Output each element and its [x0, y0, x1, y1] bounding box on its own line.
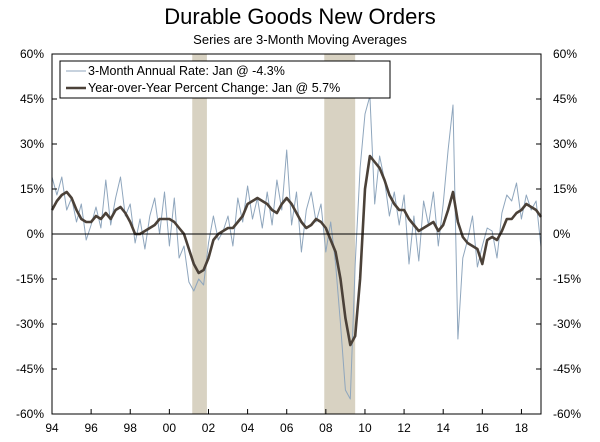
y-tick-label-left-5: 15% [20, 182, 44, 196]
series-lines [50, 95, 543, 400]
x-tick-label-9: 12 [397, 421, 411, 435]
y-tick-label-left-1: -45% [16, 362, 44, 376]
legend-box [59, 60, 391, 99]
axes [51, 53, 542, 415]
y-tick-label-right-2: -30% [553, 317, 581, 331]
series-line-annual-rate [51, 95, 542, 400]
y-tick-label-left-3: -15% [16, 272, 44, 286]
tick-labels: -60% -60% -45% -45% -30% -30% -15% -15% 0% 0% 15% 1… [16, 47, 581, 435]
x-tick-label-8: 10 [358, 421, 372, 435]
series-line-yoy [50, 154, 543, 347]
y-tick-label-right-7: 45% [553, 92, 577, 106]
x-tick-label-3: 00 [163, 421, 177, 435]
x-tick-label-6: 06 [280, 421, 294, 435]
legend-label-yoy: Year-over-Year Percent Change: Jan @ 5.7… [88, 81, 340, 95]
y-tick-label-right-0: -60% [553, 407, 581, 421]
x-tick-label-0: 94 [45, 421, 59, 435]
x-tick-label-2: 98 [124, 421, 138, 435]
x-tick-label-11: 16 [476, 421, 490, 435]
y-tick-label-left-2: -30% [16, 317, 44, 331]
y-tick-label-left-0: -60% [16, 407, 44, 421]
chart-subtitle: Series are 3-Month Moving Averages [193, 32, 407, 47]
x-tick-label-5: 04 [241, 421, 255, 435]
x-tick-label-7: 08 [319, 421, 333, 435]
y-tick-label-left-7: 45% [20, 92, 44, 106]
y-tick-label-right-6: 30% [553, 137, 577, 151]
x-tick-label-4: 02 [202, 421, 216, 435]
x-tick-label-1: 96 [84, 421, 98, 435]
y-tick-label-right-3: -15% [553, 272, 581, 286]
legend: 3-Month Annual Rate: Jan @ -4.3% Year-ov… [59, 60, 391, 99]
y-tick-label-right-4: 0% [553, 227, 571, 241]
y-tick-label-right-5: 15% [553, 182, 577, 196]
chart-title: Durable Goods New Orders [164, 4, 436, 29]
y-tick-label-right-1: -45% [553, 362, 581, 376]
y-tick-label-right-8: 60% [553, 47, 577, 61]
y-tick-label-left-6: 30% [20, 137, 44, 151]
legend-label-annual-rate: 3-Month Annual Rate: Jan @ -4.3% [88, 64, 285, 78]
y-tick-label-left-4: 0% [27, 227, 45, 241]
x-tick-label-10: 14 [437, 421, 451, 435]
x-tick-label-12: 18 [515, 421, 529, 435]
y-tick-label-left-8: 60% [20, 47, 44, 61]
